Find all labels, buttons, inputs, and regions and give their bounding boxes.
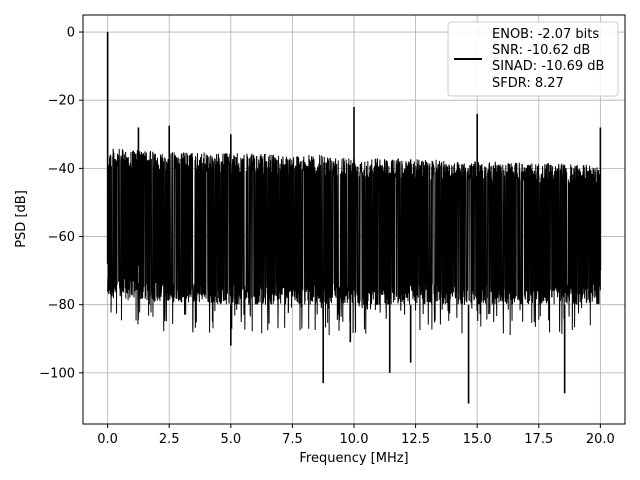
legend-box (447, 21, 619, 97)
legend-sinad: SINAD: -10.69 dB (492, 59, 604, 74)
x-tick-label: 7.5 (282, 432, 303, 447)
x-tick-label: 12.5 (401, 432, 430, 447)
x-tick-label: 20.0 (586, 432, 615, 447)
spectral-peaks (106, 32, 602, 404)
y-tick-label: −40 (48, 162, 75, 177)
x-tick-label: 15.0 (463, 432, 492, 447)
x-tick-label: 0.0 (97, 432, 118, 447)
legend: ENOB: -2.07 bits SNR: -10.62 dB SINAD: -… (447, 21, 619, 97)
y-tick-label: 0 (67, 26, 75, 41)
y-tick-label: −100 (39, 366, 75, 381)
legend-enob: ENOB: -2.07 bits (492, 27, 599, 42)
legend-snr: SNR: -10.62 dB (492, 43, 590, 58)
x-axis-ticks: 0.0 2.5 5.0 7.5 10.0 12.5 15.0 17.5 20.0 (97, 424, 615, 447)
y-axis-label: PSD [dB] (14, 190, 29, 248)
x-axis-label: Frequency [MHz] (299, 451, 408, 466)
x-tick-label: 10.0 (340, 432, 369, 447)
x-tick-label: 17.5 (524, 432, 553, 447)
x-tick-label: 2.5 (159, 432, 180, 447)
legend-sfdr: SFDR: 8.27 (492, 76, 564, 91)
y-tick-label: −80 (48, 298, 75, 313)
x-tick-label: 5.0 (220, 432, 241, 447)
y-tick-label: −60 (48, 230, 75, 245)
y-tick-label: −20 (48, 94, 75, 109)
y-axis-ticks: 0 −20 −40 −60 −80 −100 (39, 26, 83, 381)
